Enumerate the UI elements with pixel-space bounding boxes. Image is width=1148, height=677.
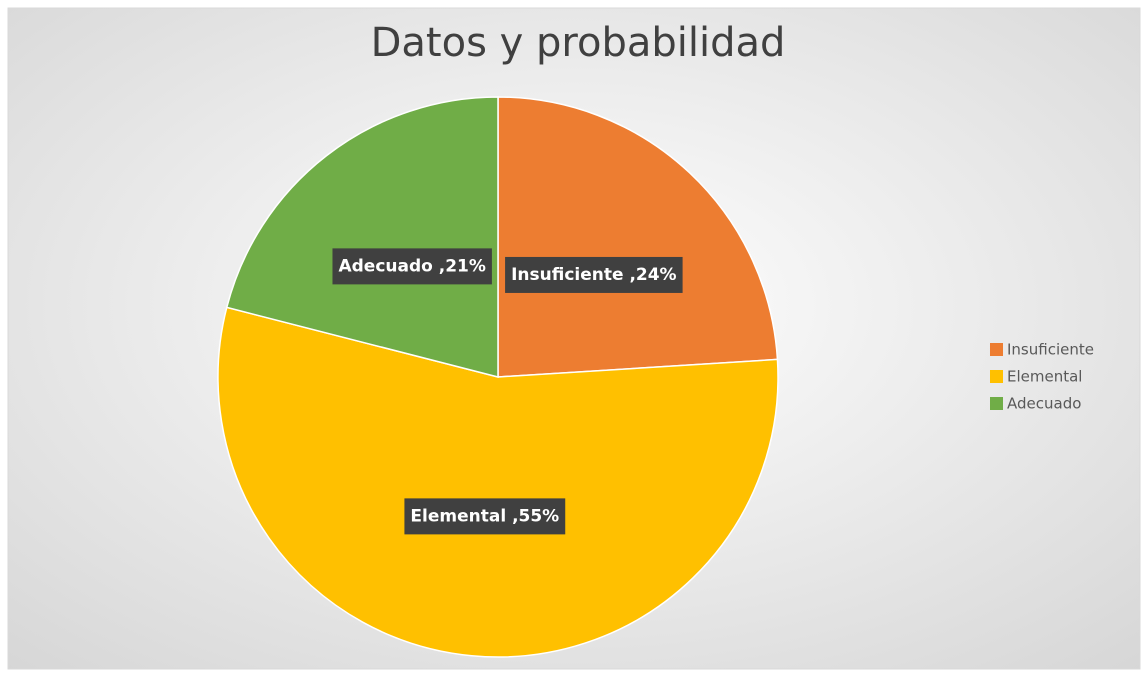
data-label: Insuficiente ,24%: [505, 256, 683, 293]
data-label: Elemental ,55%: [404, 498, 566, 535]
data-label: Adecuado ,21%: [332, 248, 492, 285]
data-label-text: Adecuado ,21%: [338, 256, 485, 276]
data-label-text: Elemental ,55%: [410, 506, 559, 526]
data-label-box: [505, 256, 683, 293]
chart-title: Datos y probabilidad: [371, 20, 786, 66]
legend-swatch: [990, 343, 1003, 356]
legend-swatch: [990, 397, 1003, 410]
legend-label: Insuficiente: [1007, 341, 1094, 359]
legend-label: Adecuado: [1007, 395, 1081, 413]
legend-swatch: [990, 370, 1003, 383]
data-label-box: [404, 498, 566, 535]
data-label-box: [332, 248, 492, 285]
legend-label: Elemental: [1007, 368, 1082, 386]
pie-slice: [225, 96, 499, 378]
data-label-text: Insuficiente ,24%: [511, 265, 677, 285]
pie-slice: [497, 96, 779, 378]
pie-slice: [217, 306, 779, 658]
